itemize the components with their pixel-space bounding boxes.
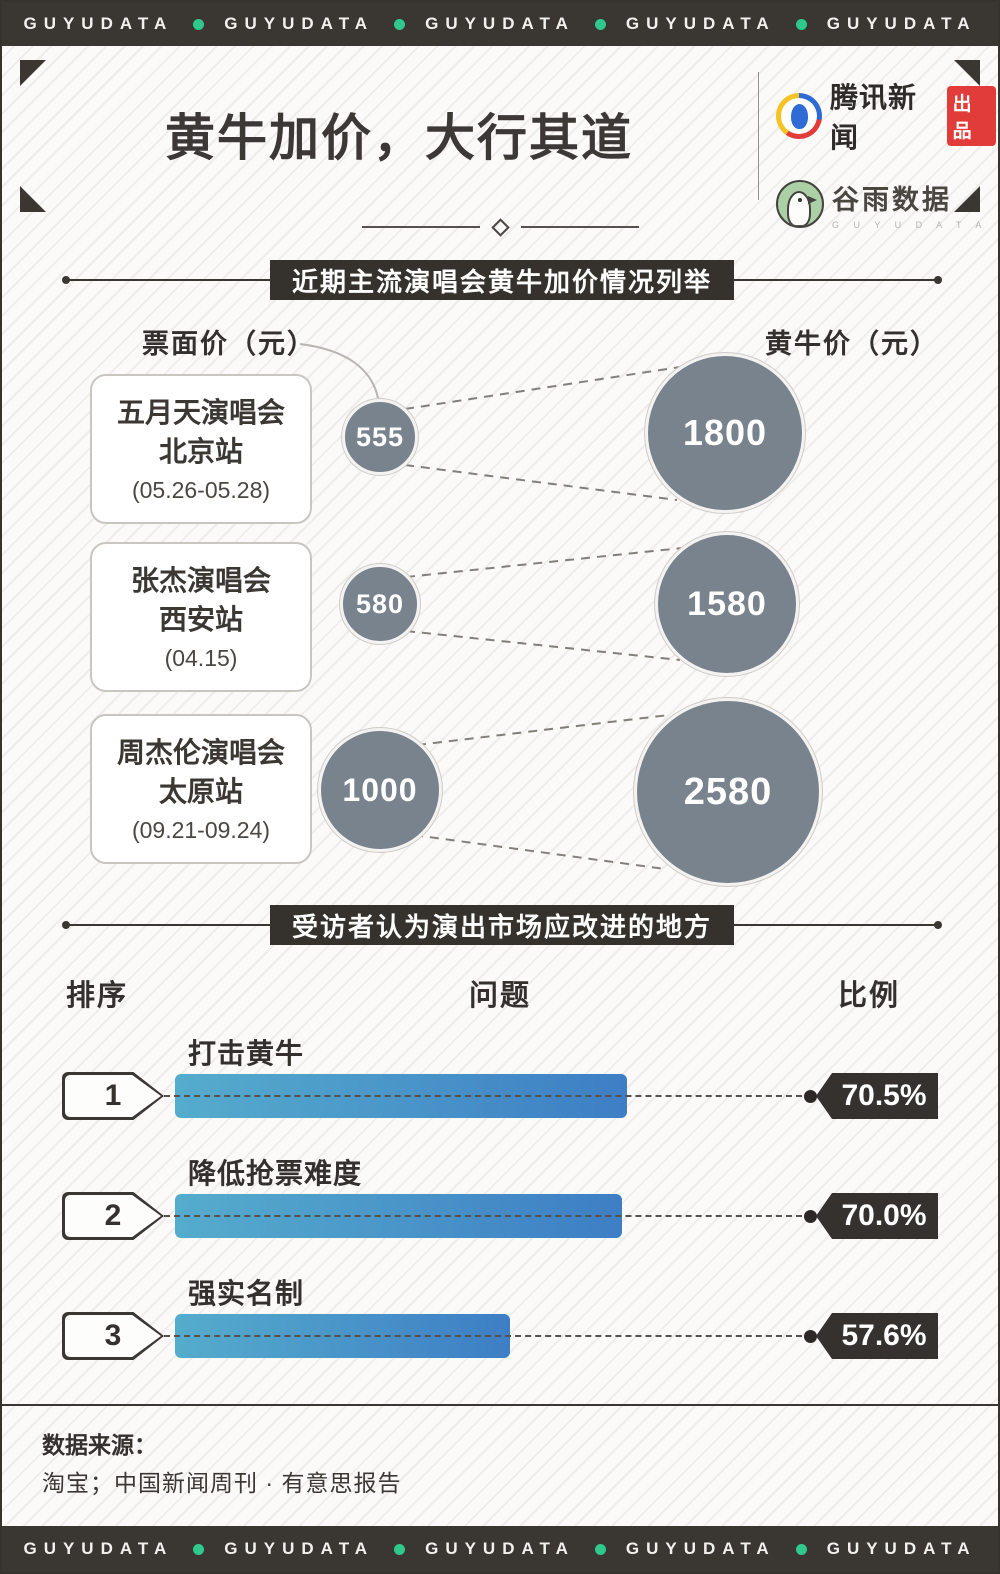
scalper-price-bubble: 1580 <box>655 532 799 676</box>
brand-text: GUYUDATA <box>23 1539 174 1558</box>
brand-text: GUYUDATA <box>425 14 575 33</box>
section1-heading: 近期主流演唱会黄牛加价情况列举 <box>62 260 942 300</box>
header-panel: 黄牛加价，大行其道 腾讯新闻 出品 谷雨数据 G U Y U D A T A <box>14 58 996 230</box>
bird-beak <box>808 196 817 204</box>
face-price-bubble: 1000 <box>318 728 442 852</box>
section2-heading: 受访者认为演出市场应改进的地方 <box>62 905 942 945</box>
brand-text: GUYUDATA <box>23 14 174 33</box>
concert-date: (09.21-09.24) <box>131 816 271 843</box>
ranking-row: 打击黄牛 1 70.5% <box>2 1032 998 1150</box>
bird-body <box>787 191 811 226</box>
price-comparison-chart: 五月天演唱会 北京站 (05.26-05.28) 555 1800 张杰演唱会 … <box>2 332 998 894</box>
header-divider <box>758 72 759 200</box>
question-label: 打击黄牛 <box>188 1038 305 1069</box>
guyu-logo-text: 谷雨数据 <box>832 185 952 215</box>
brand-text: GUYUDATA <box>625 1539 776 1558</box>
diamond-separator <box>2 216 998 238</box>
concert-name: 张杰演唱会 <box>130 564 271 596</box>
guyu-data-logo: 谷雨数据 G U Y U D A T A <box>776 178 996 230</box>
ranking-row: 降低抢票难度 2 70.0% <box>2 1152 998 1270</box>
question-label: 强实名制 <box>188 1278 305 1309</box>
brand-text: GUYUDATA <box>224 14 375 33</box>
diamond-icon <box>490 217 510 237</box>
column-header-ratio: 比例 <box>838 980 901 1012</box>
brand-dot-icon <box>795 18 807 30</box>
bird-eye <box>798 198 802 202</box>
rank-badge: 1 <box>62 1072 164 1120</box>
rank-badge: 3 <box>62 1312 164 1360</box>
ratio-value-tag: 70.0% <box>816 1193 938 1239</box>
concert-name: 五月天演唱会 <box>116 396 285 428</box>
separator-line <box>361 226 480 228</box>
scalper-price-bubble: 1800 <box>645 353 805 513</box>
dashed-connector <box>164 1095 812 1097</box>
brand-text: GUYUDATA <box>826 1539 977 1558</box>
guyu-bird-icon <box>776 180 824 228</box>
column-header-question: 问题 <box>468 980 531 1012</box>
concert-city: 北京站 <box>158 435 243 467</box>
column-header-rank: 排序 <box>66 980 129 1012</box>
top-brand-bar: GUYUDATA GUYUDATA GUYUDATA GUYUDATA GUYU… <box>2 2 998 46</box>
brand-text: GUYUDATA <box>625 14 776 33</box>
section2-heading-text: 受访者认为演出市场应改进的地方 <box>269 905 735 945</box>
brand-text: GUYUDATA <box>224 1539 375 1558</box>
brand-dot-icon <box>193 18 205 30</box>
section1-heading-text: 近期主流演唱会黄牛加价情况列举 <box>269 260 735 300</box>
dashed-connector <box>164 1215 812 1217</box>
rank-number: 2 <box>65 1195 161 1237</box>
dashed-connector <box>164 1335 812 1337</box>
concert-card: 周杰伦演唱会 太原站 (09.21-09.24) <box>90 714 312 864</box>
question-label: 降低抢票难度 <box>188 1158 363 1189</box>
brand-dot-icon <box>394 1543 406 1555</box>
guyu-logo-text-wrap: 谷雨数据 G U Y U D A T A <box>832 178 987 230</box>
brand-dot-icon <box>394 18 406 30</box>
brand-dot-icon <box>795 1543 807 1555</box>
connector-lines <box>299 343 683 870</box>
logo-block: 腾讯新闻 出品 谷雨数据 G U Y U D A T A <box>776 76 996 230</box>
data-source-label: 数据来源： <box>42 1432 157 1458</box>
produced-by-badge: 出品 <box>946 86 996 146</box>
separator-line <box>520 226 639 228</box>
ranking-row: 强实名制 3 57.6% <box>2 1272 998 1390</box>
data-source-text: 淘宝；中国新闻周刊 · 有意思报告 <box>42 1470 402 1496</box>
tencent-news-logo: 腾讯新闻 出品 <box>776 76 996 156</box>
tencent-penguin-icon <box>776 93 822 139</box>
corner-mark-icon <box>954 60 980 86</box>
tag-dot-icon <box>804 1090 817 1103</box>
corner-mark-icon <box>954 186 980 212</box>
concert-city: 太原站 <box>158 775 243 807</box>
concert-card: 五月天演唱会 北京站 (05.26-05.28) <box>90 374 312 524</box>
concert-city: 西安站 <box>158 603 243 635</box>
concert-date: (04.15) <box>164 644 238 671</box>
ratio-value-tag: 70.5% <box>816 1073 938 1119</box>
brand-text: GUYUDATA <box>425 1539 575 1558</box>
brand-dot-icon <box>594 1543 606 1555</box>
concert-date: (05.26-05.28) <box>131 476 271 503</box>
scalper-price-axis-label: 黄牛价（元） <box>765 329 939 359</box>
tencent-logo-text: 腾讯新闻 <box>830 82 918 153</box>
ratio-value-tag: 57.6% <box>816 1313 938 1359</box>
page-title: 黄牛加价，大行其道 <box>165 110 633 166</box>
concert-card: 张杰演唱会 西安站 (04.15) <box>90 542 312 692</box>
face-price-axis-label: 票面价（元） <box>142 329 316 359</box>
guyu-logo-subtext: G U Y U D A T A <box>832 220 988 230</box>
rank-badge: 2 <box>62 1192 164 1240</box>
bottom-brand-bar: GUYUDATA GUYUDATA GUYUDATA GUYUDATA GUYU… <box>2 1526 998 1572</box>
footer-divider <box>2 1404 998 1406</box>
concert-name: 周杰伦演唱会 <box>116 736 285 768</box>
corner-mark-icon <box>20 186 46 212</box>
rank-number: 3 <box>65 1315 161 1357</box>
tag-dot-icon <box>804 1210 817 1223</box>
tag-dot-icon <box>804 1330 817 1343</box>
corner-mark-icon <box>20 60 46 86</box>
brand-text: GUYUDATA <box>826 14 977 33</box>
rank-number: 1 <box>65 1075 161 1117</box>
brand-dot-icon <box>594 18 606 30</box>
brand-dot-icon <box>193 1543 205 1555</box>
scalper-price-bubble: 2580 <box>634 698 822 886</box>
face-price-bubble: 580 <box>340 564 420 644</box>
face-price-bubble: 555 <box>342 399 418 475</box>
